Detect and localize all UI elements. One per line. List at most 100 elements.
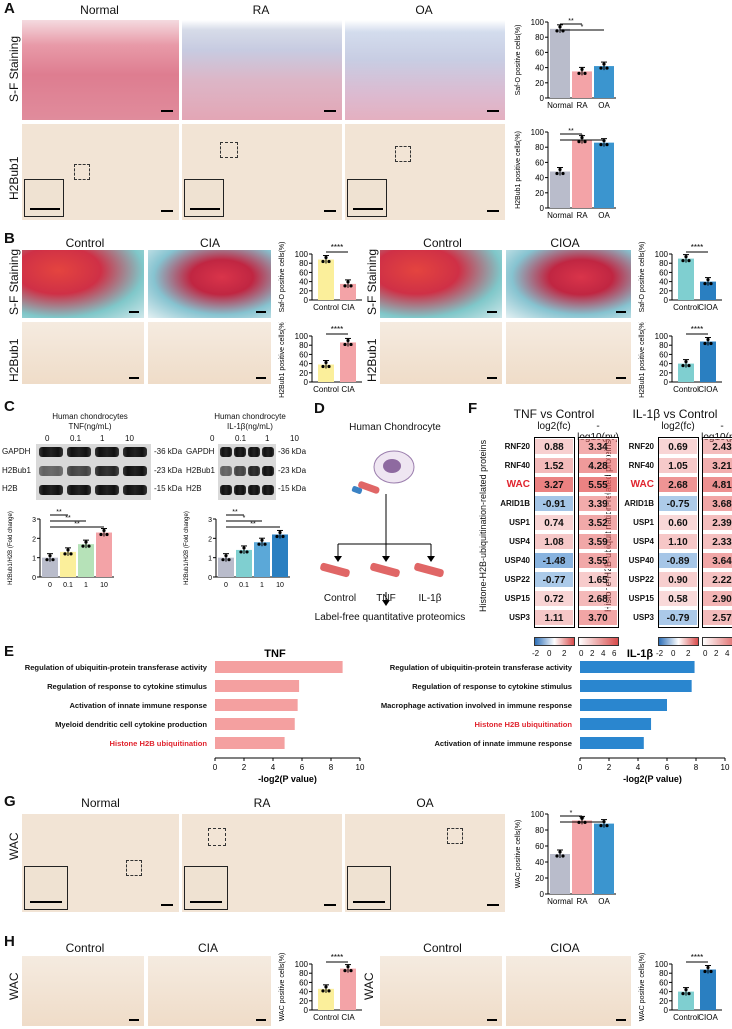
y-tick-label: 100 [531, 810, 545, 819]
panel-label-g: G [4, 793, 16, 810]
legend-fc-tick: -2 [532, 649, 540, 658]
heatmap-row-label: RNF40 [504, 461, 530, 470]
y-tick-label: 80 [659, 969, 668, 978]
data-point [66, 548, 70, 552]
bar [678, 363, 694, 382]
image-b-h2bub1-cioa [506, 322, 631, 384]
image-b-sf-cioa [506, 250, 631, 318]
x-tick-label: CIA [341, 385, 355, 394]
row-label-h2-wac: WAC [362, 972, 376, 1000]
data-point [605, 824, 609, 828]
panel-label-e: E [4, 643, 15, 660]
legend-pv-tick: 0 [579, 649, 584, 658]
bar [678, 258, 694, 300]
chart-e-il1b: IL-1β Regulation of ubiquitin-protein tra… [381, 648, 730, 784]
data-point [349, 969, 353, 973]
legend-pv-tick: 2 [590, 649, 595, 658]
y-tick-label: 20 [659, 997, 668, 1006]
data-point [87, 544, 91, 548]
image-h-control2 [380, 956, 502, 1026]
data-point [321, 364, 325, 369]
data-point [555, 29, 559, 33]
panel-label-a: A [4, 0, 15, 17]
y-tick-label: 0 [664, 296, 669, 305]
y-tick-label: 3 [208, 517, 212, 524]
x-tick-label: OA [598, 211, 610, 220]
heatmap-cell-fc: 0.58 [658, 590, 698, 607]
data-point [327, 989, 331, 993]
data-point [684, 360, 688, 364]
bar [700, 969, 716, 1010]
y-tick-label: 80 [299, 341, 308, 350]
image-a-sf-oa [345, 20, 505, 120]
data-point [102, 528, 106, 533]
legend-fc-bar [658, 637, 699, 646]
bar [318, 988, 334, 1010]
y-tick-label: 0 [540, 94, 545, 103]
y-tick-label: 80 [535, 826, 544, 835]
x-tick-label: Control [673, 1013, 699, 1022]
data-point [558, 25, 562, 29]
bar [236, 549, 252, 577]
chart-a-safo: Saf-O positive cells(%) 0 20 40 60 80 100 Norma… [515, 18, 616, 110]
data-point [321, 989, 325, 993]
x-tick-label: Control [673, 303, 699, 312]
column-title-b-control: Control [65, 236, 105, 250]
y-tick-label: 0 [32, 575, 36, 582]
y-tick-label: 40 [535, 174, 544, 183]
heatmap-cell-pv: 3.39 [578, 495, 618, 512]
bar [572, 139, 592, 208]
y-axis-label: Saf-O positive cells(%) [515, 25, 522, 96]
data-point [343, 969, 347, 973]
image-a-sf-normal [22, 20, 179, 120]
x-tick-label: 10 [356, 763, 365, 772]
legend-fc-bar [534, 637, 575, 646]
heatmap-row-label: WAC [630, 479, 654, 490]
data-point [105, 532, 109, 537]
bar [318, 259, 334, 300]
bar-category-label: Histone H2B ubiquitination [110, 739, 208, 748]
row-label-b2-sf: S-F Staining [365, 248, 379, 315]
dose-label: 10 [125, 434, 134, 443]
image-h-control [22, 956, 144, 1026]
data-point [555, 854, 559, 858]
x-tick-label: Normal [547, 211, 573, 220]
bar [215, 661, 343, 673]
x-tick-label: Control [673, 385, 699, 394]
x-tick-label: 0 [578, 763, 583, 772]
x-tick-label: 4 [271, 763, 276, 772]
data-point [599, 66, 603, 70]
data-point [709, 282, 713, 286]
blot-row-h2b: H2B [186, 484, 202, 493]
data-point [681, 364, 685, 368]
column-title-g-oa: OA [416, 796, 434, 810]
bar [580, 718, 652, 730]
y-tick-label: 100 [295, 250, 309, 259]
bar [340, 283, 356, 300]
image-a-h2bub1-ra [182, 124, 342, 220]
data-point [558, 850, 562, 854]
column-title-h-cioa: CIOA [550, 941, 580, 955]
data-point [346, 280, 350, 284]
y-tick-label: 80 [535, 33, 544, 42]
y-tick-label: 80 [659, 259, 668, 268]
data-point [706, 965, 710, 970]
heatmap-border [534, 437, 575, 628]
image-b-h2bub1-control [22, 322, 144, 384]
blot-il1b-dose-label: IL-1β(ng/mL) [227, 422, 273, 431]
bar [78, 544, 94, 577]
x-tick-label: OA [598, 101, 610, 110]
heatmap-row-label: WAC [506, 479, 530, 490]
data-point [687, 259, 691, 263]
x-tick-label: 1 [84, 582, 88, 589]
sig-label: * [243, 515, 246, 522]
x-tick-label: 0.1 [63, 582, 73, 589]
x-tick-label: 8 [694, 763, 699, 772]
kda-23: -23 kDa [154, 466, 183, 475]
sig-label: ** [568, 18, 574, 25]
bar [215, 737, 285, 749]
image-b-h2bub1-control2 [380, 322, 502, 384]
